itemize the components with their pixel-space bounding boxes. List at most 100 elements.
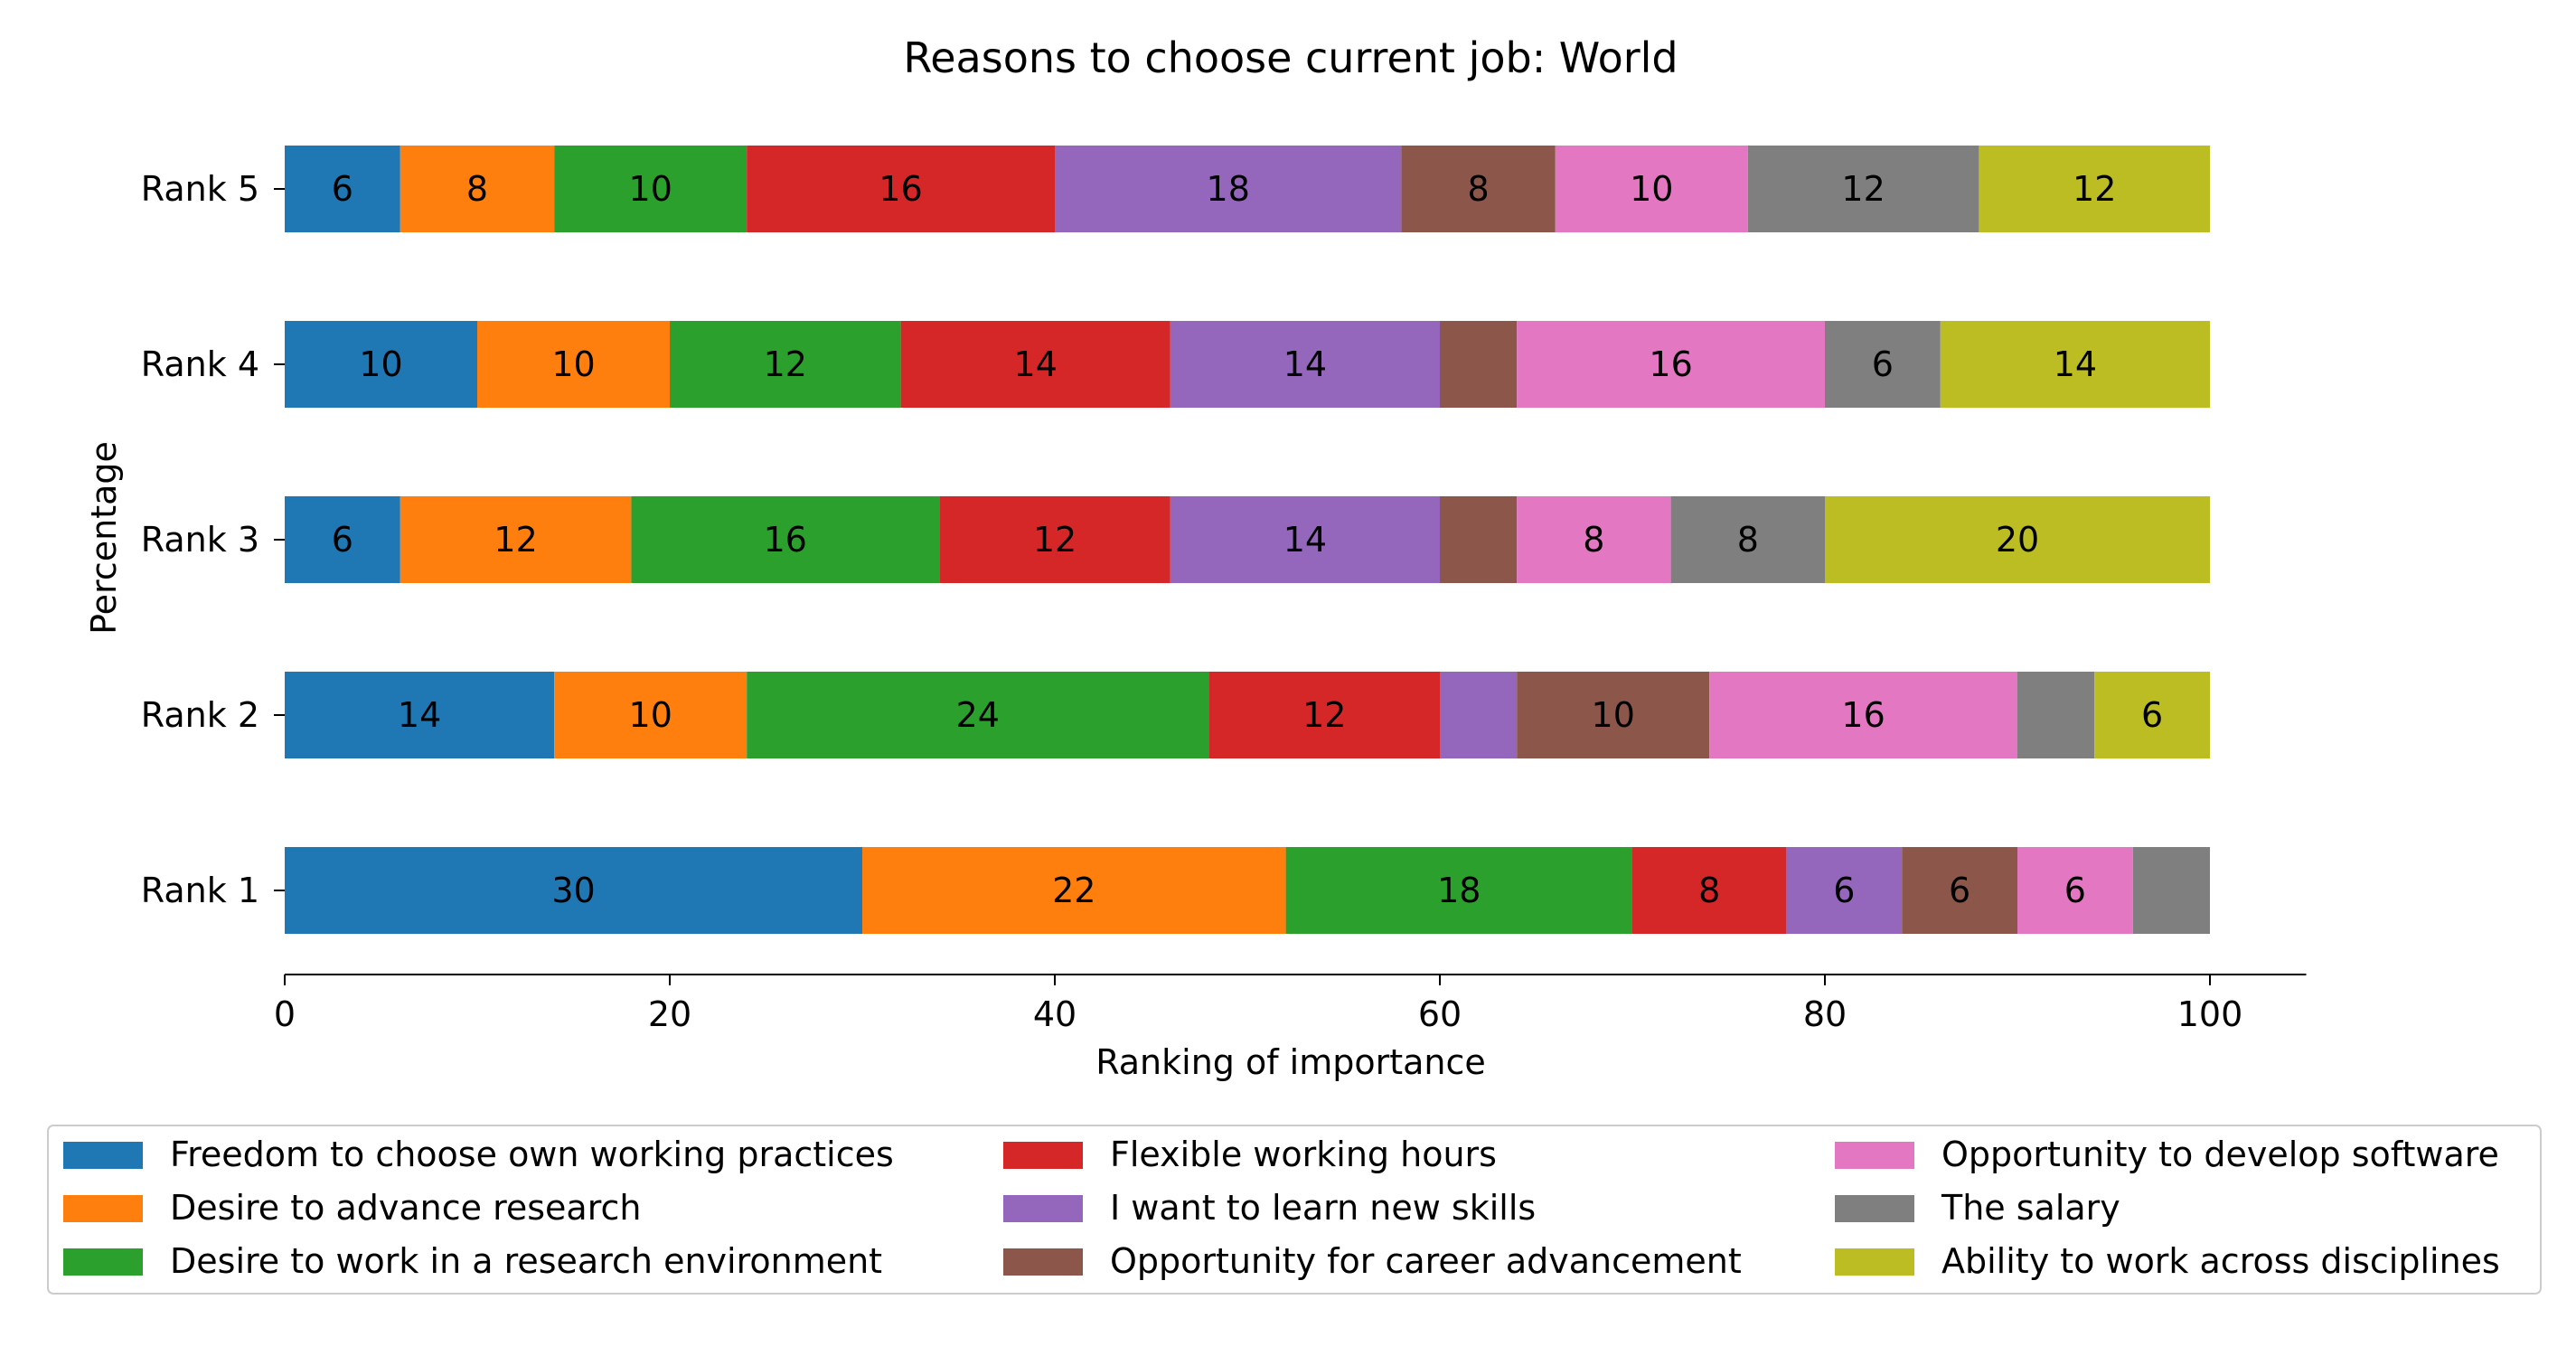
bar-segment <box>1208 672 1440 758</box>
bar-segment <box>1747 146 1979 232</box>
bar-segment <box>1170 321 1440 408</box>
bar-value-label: 6 <box>1949 871 1970 910</box>
bar-segment <box>285 146 400 232</box>
bar-segment <box>939 496 1170 583</box>
x-tick-label: 100 <box>2177 994 2243 1034</box>
x-tick-label: 20 <box>648 994 691 1034</box>
bar-segment <box>1670 496 1825 583</box>
bar-value-label: 14 <box>1014 344 1058 384</box>
bar-value-label: 14 <box>1283 520 1327 560</box>
bar-segment <box>1902 847 2017 934</box>
bar-segment <box>1940 321 2210 408</box>
bar-value-label: 16 <box>879 169 922 209</box>
bar-segment <box>1517 321 1825 408</box>
bar-segment <box>285 847 862 934</box>
legend-swatch <box>1835 1142 1914 1169</box>
bar-value-label: 24 <box>956 695 1000 735</box>
legend-swatch <box>1835 1195 1914 1222</box>
legend-swatch <box>1003 1195 1083 1222</box>
bar-segment <box>1285 847 1632 934</box>
legend-label: Desire to advance research <box>170 1188 641 1228</box>
x-axis: 0 20 40 60 80 100 <box>274 974 2307 1034</box>
bar-value-label: 10 <box>1630 169 1673 209</box>
legend-swatch <box>1835 1248 1914 1276</box>
bar-segment <box>477 321 670 408</box>
x-tick-label: 60 <box>1418 994 1462 1034</box>
bar-segment <box>285 496 400 583</box>
bar-segment <box>285 672 555 758</box>
bar-value-label: 6 <box>332 520 353 560</box>
legend-label: Opportunity for career advancement <box>1110 1241 1742 1281</box>
bar-value-label: 12 <box>2073 169 2116 209</box>
bar-value-label: 10 <box>359 344 402 384</box>
bar-value-label: 16 <box>1841 695 1885 735</box>
bar-value-label: 18 <box>1207 169 1250 209</box>
legend-label: The salary <box>1941 1188 2120 1228</box>
bar-value-label: 16 <box>1649 344 1692 384</box>
bar-value-label: 6 <box>2064 871 2086 910</box>
bar-segment <box>1401 146 1556 232</box>
bar-value-label: 10 <box>1592 695 1635 735</box>
bar-segment <box>2017 847 2133 934</box>
bar-value-label: 8 <box>1468 169 1490 209</box>
bar-segment <box>900 321 1170 408</box>
bar-value-label: 14 <box>2054 344 2097 384</box>
bar-value-label: 6 <box>2141 695 2163 735</box>
bar-value-label: 22 <box>1052 871 1095 910</box>
bar-value-label: 8 <box>1583 520 1604 560</box>
y-axis-label: Percentage <box>84 441 124 635</box>
bar-segment <box>1440 672 1518 758</box>
bar-segment <box>747 146 1055 232</box>
bar-value-label: 12 <box>764 344 807 384</box>
y-tick-label: Rank 5 <box>141 169 259 209</box>
legend-label: Opportunity to develop software <box>1941 1135 2499 1174</box>
legend-swatch <box>63 1142 143 1169</box>
x-tick-label: 0 <box>274 994 296 1034</box>
bar-segment <box>554 672 747 758</box>
bar-value-label: 6 <box>332 169 353 209</box>
bar-segment <box>862 847 1286 934</box>
legend-swatch <box>63 1195 143 1222</box>
bar-segment <box>400 146 555 232</box>
legend: Freedom to choose own working practices D… <box>47 1125 2542 1295</box>
bar-value-label: 12 <box>494 520 537 560</box>
legend-label: Desire to work in a research environment <box>170 1241 882 1281</box>
bar-value-label: 8 <box>1698 871 1720 910</box>
bar-segment <box>2017 672 2095 758</box>
legend-label: I want to learn new skills <box>1110 1188 1536 1228</box>
bar-segment <box>2094 672 2210 758</box>
bar-segment <box>1709 672 2017 758</box>
bar-value-label: 12 <box>1302 695 1346 735</box>
bar-segment <box>1632 847 1787 934</box>
bar-segment <box>400 496 632 583</box>
bar-segment <box>1055 146 1402 232</box>
chart-title: Reasons to choose current job: World <box>903 33 1678 82</box>
bar-value-label: 8 <box>1737 520 1759 560</box>
bar-segment <box>1517 496 1671 583</box>
bar-segment <box>1170 496 1440 583</box>
bar-value-label: 12 <box>1033 520 1076 560</box>
bar-segment <box>1555 146 1748 232</box>
y-tick-label: Rank 4 <box>141 344 259 384</box>
y-axis: Rank 1 Rank 2 Rank 3 Rank 4 Rank 5 <box>141 169 285 910</box>
bar-value-label: 16 <box>764 520 807 560</box>
bar-segment <box>631 496 940 583</box>
bar-value-label: 10 <box>629 695 672 735</box>
legend-swatch <box>1003 1248 1083 1276</box>
bar-segment <box>2132 847 2210 934</box>
bar-value-label: 8 <box>466 169 488 209</box>
bar-value-label: 14 <box>398 695 441 735</box>
x-axis-label: Ranking of importance <box>1095 1042 1486 1082</box>
y-tick-label: Rank 3 <box>141 520 259 560</box>
legend-label: Freedom to choose own working practices <box>170 1135 894 1174</box>
legend-swatch <box>1003 1142 1083 1169</box>
legend-frame <box>47 1125 2542 1295</box>
bar-value-label: 30 <box>551 871 595 910</box>
bar-value-label: 10 <box>629 169 672 209</box>
bar-segment <box>747 672 1209 758</box>
bar-segment <box>1825 496 2210 583</box>
bar-value-label: 14 <box>1283 344 1327 384</box>
legend-label: Ability to work across disciplines <box>1941 1241 2500 1281</box>
legend-label: Flexible working hours <box>1110 1135 1497 1174</box>
